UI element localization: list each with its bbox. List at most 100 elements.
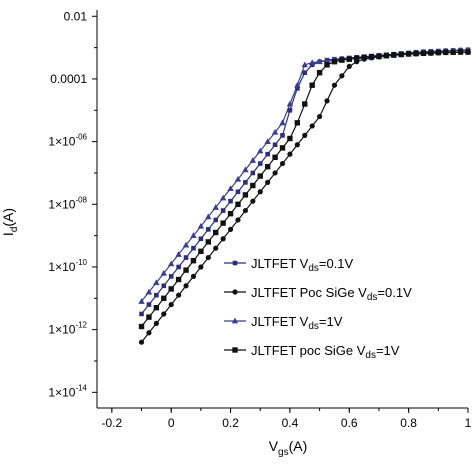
data-point — [154, 292, 159, 298]
data-point — [206, 227, 211, 232]
x-tick-label: 0.2 — [222, 416, 239, 430]
data-point — [168, 301, 174, 308]
x-tick-label: 0.6 — [341, 416, 358, 430]
data-point — [324, 98, 330, 104]
legend-marker — [231, 317, 239, 324]
data-point — [191, 245, 196, 251]
x-tick-label: 0 — [168, 416, 175, 430]
data-point — [287, 151, 293, 157]
data-point — [420, 50, 427, 56]
y-tick-label: 1×10-14 — [48, 383, 87, 399]
data-point — [309, 123, 315, 129]
data-point — [272, 154, 278, 160]
data-point — [176, 292, 182, 298]
data-point — [443, 49, 449, 56]
y-axis: 0.01 0.0001 1×10-06 1×10-08 1×10-10 1×10-12 1×… — [48, 9, 97, 399]
data-point — [250, 182, 256, 189]
data-point — [197, 222, 205, 229]
data-point — [235, 189, 241, 195]
data-point — [265, 179, 271, 185]
data-point — [324, 62, 330, 68]
y-tick-label: 1×10-12 — [48, 321, 87, 337]
series-line — [141, 49, 469, 315]
data-point — [205, 254, 211, 261]
legend-label: JLTFET poc SiGe Vds=1V — [251, 343, 400, 361]
data-point — [249, 157, 257, 163]
data-point — [272, 142, 278, 148]
data-point — [317, 113, 323, 120]
data-point — [257, 189, 263, 195]
data-point — [405, 51, 412, 57]
data-point — [219, 194, 227, 201]
data-point — [153, 320, 159, 326]
data-point — [242, 192, 249, 198]
data-point — [264, 163, 271, 170]
data-point — [190, 273, 197, 279]
data-point — [331, 82, 338, 88]
series-2 — [138, 49, 471, 345]
data-point — [323, 57, 331, 64]
data-point — [398, 51, 404, 57]
plot-area — [96, 10, 468, 409]
data-point — [220, 208, 226, 213]
y-tick-label: 1×10-10 — [48, 258, 87, 274]
data-point — [227, 211, 234, 217]
data-point — [168, 260, 175, 267]
data-point — [227, 226, 234, 232]
data-point — [280, 133, 285, 138]
y-tick-label: 1×10-08 — [48, 195, 87, 211]
data-point — [198, 236, 204, 242]
series-4 — [138, 49, 471, 330]
legend-label: JLTFET Vds=0.1V — [251, 256, 354, 274]
data-point — [301, 61, 308, 68]
data-point — [316, 58, 323, 65]
data-point — [213, 245, 219, 251]
data-point — [212, 204, 219, 210]
data-point — [279, 160, 286, 167]
data-point — [294, 120, 301, 126]
data-point — [235, 217, 241, 223]
data-point — [265, 151, 270, 157]
data-point — [220, 220, 226, 226]
legend-item: JLTFET Vds=0.1V — [224, 256, 354, 274]
data-point — [428, 50, 434, 56]
y-tick-label: 0.01 — [64, 9, 88, 23]
data-point — [376, 53, 382, 59]
data-point — [228, 198, 233, 204]
x-axis: -0.2 0 0.2 0.4 0.6 0.8 1 — [101, 408, 472, 430]
data-point — [234, 175, 242, 182]
data-point — [287, 107, 293, 113]
data-point — [146, 314, 152, 320]
data-point — [302, 132, 308, 138]
data-point — [279, 119, 286, 126]
data-point — [308, 59, 316, 66]
data-point — [302, 70, 308, 75]
data-point — [435, 49, 442, 56]
data-point — [176, 264, 181, 270]
data-point — [183, 267, 189, 273]
legend-label: JLTFET Poc SiGe Vds=0.1V — [251, 285, 412, 303]
y-tick-label: 1×10-06 — [48, 133, 87, 149]
data-point — [287, 135, 293, 142]
y-tick-label: 0.0001 — [50, 72, 87, 86]
data-point — [138, 298, 145, 304]
x-tick-label: 0.8 — [400, 416, 417, 430]
data-point — [250, 198, 256, 204]
data-point — [302, 101, 308, 107]
data-point — [175, 276, 182, 283]
legend-item: JLTFET poc SiGe Vds=1V — [224, 343, 400, 361]
data-point — [146, 302, 152, 307]
data-point — [331, 59, 338, 65]
data-point — [339, 73, 345, 79]
data-point — [146, 330, 152, 336]
data-point — [227, 185, 234, 192]
data-point — [213, 217, 219, 223]
data-point — [160, 269, 167, 276]
data-point — [257, 161, 263, 166]
data-point — [139, 311, 144, 317]
data-point — [183, 255, 189, 260]
data-point — [294, 142, 300, 148]
data-point — [272, 170, 278, 176]
data-point — [391, 52, 397, 58]
data-point — [168, 274, 174, 279]
